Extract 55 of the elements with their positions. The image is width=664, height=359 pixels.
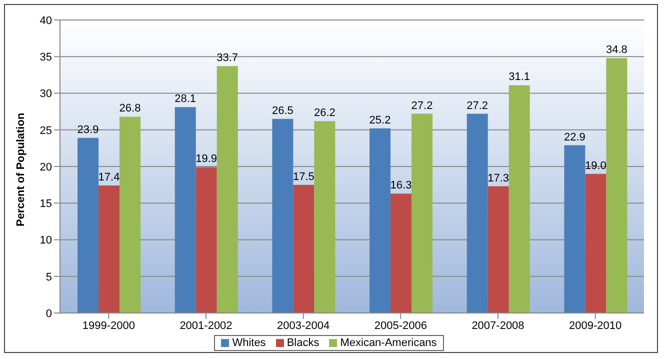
bar — [314, 121, 336, 313]
data-label: 27.2 — [466, 100, 488, 112]
data-label: 17.5 — [292, 170, 314, 183]
y-tick-label: 30 — [40, 88, 52, 100]
bar — [174, 107, 196, 313]
data-label: 34.8 — [606, 44, 628, 56]
y-tick-label: 15 — [40, 198, 52, 210]
data-label: 27.2 — [411, 100, 433, 112]
bar — [585, 174, 606, 313]
data-label: 28.1 — [174, 93, 196, 106]
data-label: 26.2 — [314, 107, 336, 120]
legend-label: Whites — [231, 337, 266, 349]
data-label: 19.9 — [196, 153, 218, 166]
y-tick-label: 5 — [46, 271, 52, 284]
data-label: 16.3 — [390, 180, 412, 192]
y-axis-title: Percent of Population — [14, 112, 27, 226]
x-tick-label: 2005-2006 — [374, 320, 427, 332]
y-tick-label: 10 — [40, 234, 52, 247]
data-label: 22.9 — [564, 131, 586, 144]
data-label: 25.2 — [369, 114, 391, 126]
y-tick-label: 20 — [40, 161, 52, 174]
bar — [564, 145, 586, 313]
data-label: 19.0 — [584, 160, 606, 172]
bar — [272, 118, 294, 313]
legend-label: Mexican-Americans — [339, 337, 437, 349]
bar — [370, 128, 391, 313]
legend-label: Blacks — [286, 337, 320, 349]
y-tick-label: 40 — [40, 14, 52, 27]
bar — [293, 184, 314, 313]
x-tick-label: 2003-2004 — [277, 320, 330, 332]
bar — [216, 66, 238, 313]
bar — [196, 167, 217, 313]
y-tick-label: 0 — [46, 308, 52, 320]
bar — [412, 114, 433, 313]
bar — [466, 114, 488, 313]
bar — [120, 116, 141, 313]
bar — [390, 194, 412, 313]
data-label: 17.4 — [98, 172, 120, 184]
bar — [78, 138, 99, 313]
data-label: 23.9 — [77, 124, 99, 136]
data-label: 31.1 — [508, 71, 530, 84]
x-tick-label: 2007-2008 — [472, 320, 524, 332]
y-tick-label: 35 — [40, 52, 52, 64]
bar — [508, 85, 530, 313]
data-label: 26.8 — [119, 102, 141, 115]
bar — [606, 58, 628, 313]
x-tick-label: 2009-2010 — [569, 320, 622, 332]
x-tick-label: 2001-2002 — [180, 320, 232, 332]
bar — [488, 186, 509, 313]
data-label: 33.7 — [216, 52, 238, 64]
y-tick-label: 25 — [40, 124, 52, 137]
data-label: 17.3 — [488, 172, 510, 184]
data-label: 26.5 — [272, 104, 294, 117]
x-tick-label: 1999-2000 — [82, 320, 135, 332]
bar — [98, 186, 120, 313]
